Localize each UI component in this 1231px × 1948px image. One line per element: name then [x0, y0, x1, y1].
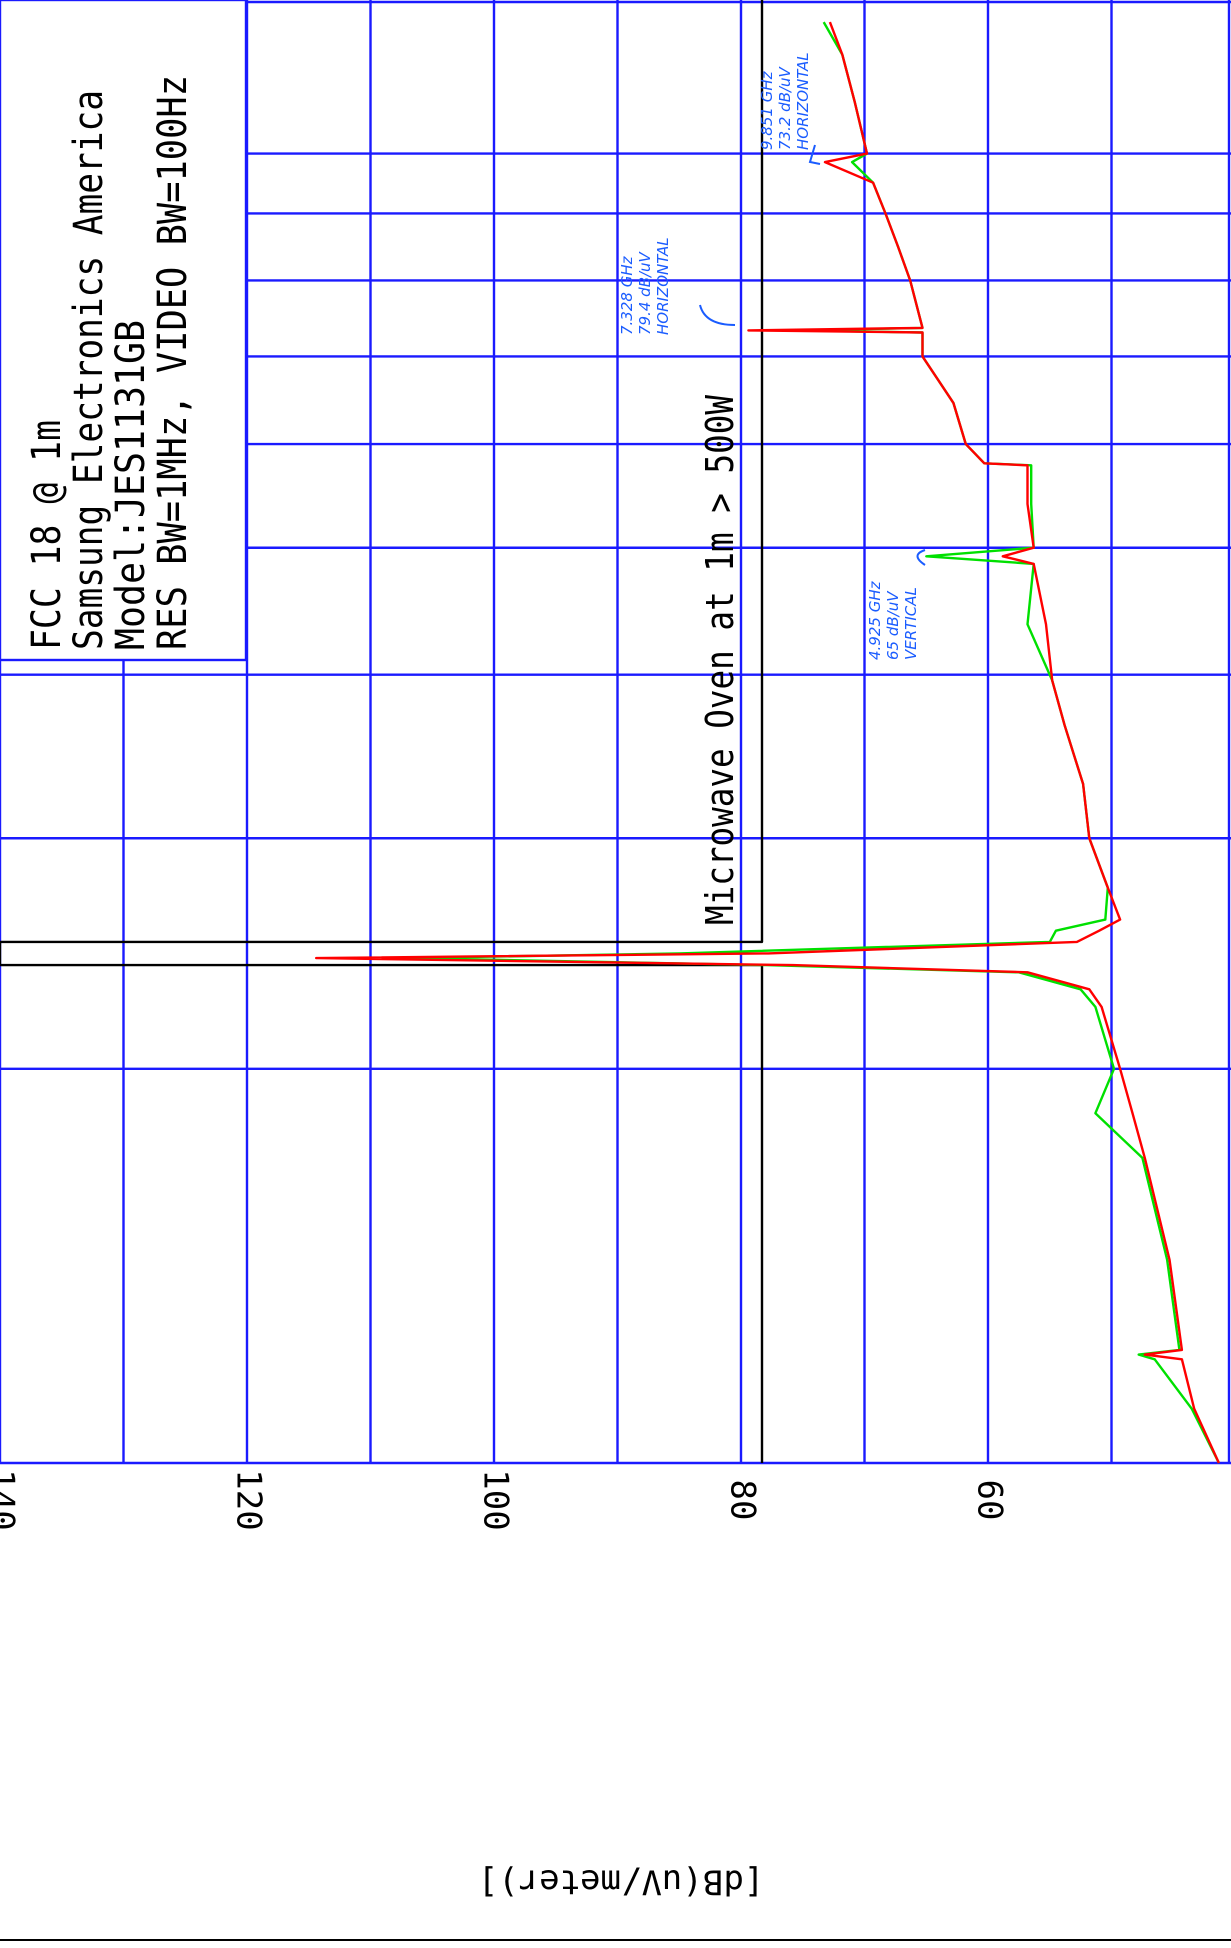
series-line	[315, 21, 1220, 1464]
plot	[0, 0, 1220, 1464]
y-tick-label: 80	[723, 1480, 763, 1521]
title-line: Samsung Electronics America	[66, 90, 112, 650]
y-tick-label: 100	[476, 1469, 516, 1530]
annotation-arrows	[699, 144, 926, 566]
title-box	[0, 0, 248, 662]
arrow	[699, 304, 736, 326]
annotation: 4.925 GHz	[866, 580, 884, 660]
y-tick-label: 60	[970, 1480, 1010, 1521]
annotation: HORIZONTAL	[654, 237, 672, 335]
annotation: 9.851 GHz	[758, 70, 776, 150]
y-tick-label: 140	[0, 1469, 22, 1530]
annotation: VERTICAL	[902, 587, 920, 660]
labels: 140 120 100 80 60 [dB(uV/meter)] FCC 18 @ 1mSa…	[0, 52, 1010, 1901]
title-line: Model:JES1131GB	[108, 320, 154, 650]
y-tick-label: 120	[229, 1469, 269, 1530]
annotation: 65 dB/uV	[884, 590, 902, 660]
title-line: RES BW=1MHz, VIDEO BW=100Hz	[150, 75, 196, 650]
title-line: FCC 18 @ 1m	[24, 420, 70, 650]
series-line	[406, 21, 1220, 1464]
annotation: 7.328 GHz	[618, 255, 636, 335]
limit-label: Microwave Oven at 1m > 500W	[698, 395, 742, 925]
y-axis-label: [dB(uV/meter)]	[478, 1862, 765, 1902]
annotation: 79.4 dB/uV	[636, 250, 654, 335]
annotation: 73.2 dB/uV	[776, 65, 794, 150]
arrow	[808, 144, 821, 165]
arrow	[916, 549, 926, 566]
annotation: HORIZONTAL	[794, 52, 812, 150]
limit-line	[0, 0, 764, 1463]
